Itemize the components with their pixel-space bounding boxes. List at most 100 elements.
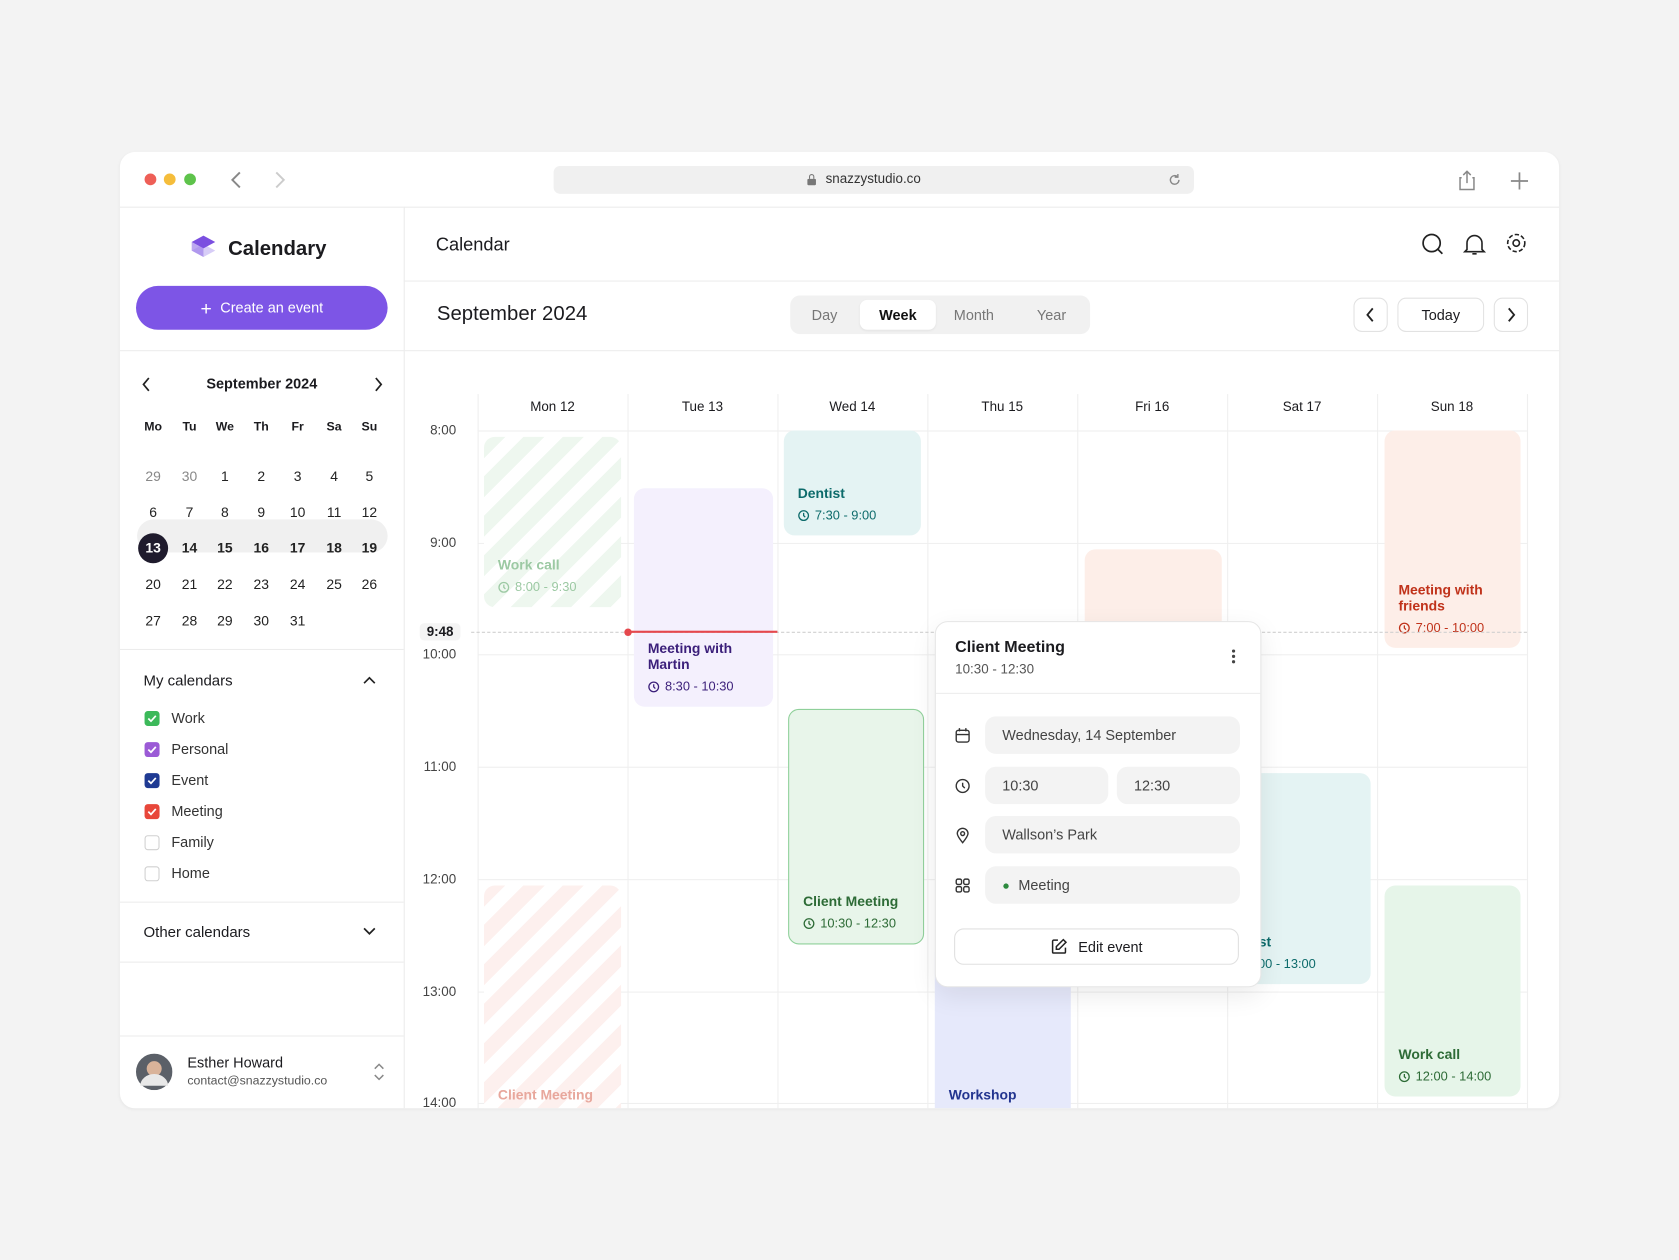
event[interactable]: Meeting with friends 7:00 - 10:00: [1384, 430, 1521, 648]
event-time: 8:00 - 9:30: [498, 579, 576, 594]
checkbox[interactable]: [144, 804, 160, 820]
grid-vline: [627, 394, 629, 1109]
start-field[interactable]: 10:30: [985, 766, 1109, 805]
day[interactable]: 31: [289, 612, 306, 629]
weekday: Fr: [291, 420, 304, 434]
day-header: Thu 15: [981, 399, 1024, 415]
day[interactable]: 29: [217, 612, 233, 629]
max-dot[interactable]: [184, 173, 196, 186]
category-field[interactable]: Meeting: [985, 866, 1240, 904]
day[interactable]: 6: [149, 504, 157, 521]
header-icons[interactable]: [1421, 232, 1539, 256]
grid-vline: [1526, 394, 1529, 1109]
expand[interactable]: [362, 926, 377, 937]
day[interactable]: 24: [289, 576, 306, 593]
checkbox[interactable]: [144, 835, 160, 851]
week-grid: Mon 12 Tue 13 Wed 14 Thu 15 Fri 16 Sat 17 Sun …: [120, 152, 1559, 1109]
event-time: 10:30 - 12:30: [803, 916, 896, 931]
day[interactable]: 19: [361, 540, 378, 557]
day[interactable]: 20: [145, 576, 161, 593]
close-dot[interactable]: [144, 173, 157, 186]
user-name: Esther Howard: [187, 1054, 284, 1071]
day[interactable]: 17: [289, 540, 306, 557]
day[interactable]: 30: [181, 467, 198, 485]
user-menu[interactable]: [373, 1062, 386, 1081]
day[interactable]: 18: [326, 540, 342, 557]
checkbox[interactable]: [144, 866, 160, 882]
event[interactable]: Work call 12:00 - 14:00: [1384, 885, 1521, 1097]
hour-label: 12:00: [422, 871, 457, 887]
event[interactable]: Dentist 7:30 - 9:00: [783, 430, 921, 536]
mini-nav[interactable]: [139, 376, 385, 393]
day[interactable]: 10: [289, 504, 306, 521]
day[interactable]: 22: [217, 576, 233, 593]
day[interactable]: 12: [361, 504, 378, 521]
view-tabs: Day Week Month Year: [790, 295, 1091, 335]
day[interactable]: 9: [257, 504, 266, 521]
day[interactable]: 27: [145, 612, 161, 629]
day[interactable]: 30: [253, 612, 270, 629]
time-text: 7:30 - 9:00: [814, 507, 877, 523]
event-title: Work call: [497, 556, 560, 573]
location-field[interactable]: Wallson’s Park: [985, 815, 1240, 854]
checkbox[interactable]: [144, 711, 160, 727]
view-tab[interactable]: Week: [859, 299, 936, 330]
clock-icon: [648, 680, 660, 692]
collapse[interactable]: [362, 675, 377, 686]
browser-actions[interactable]: [1458, 170, 1533, 191]
min-dot[interactable]: [163, 173, 176, 186]
day[interactable]: 29: [145, 467, 161, 485]
hour-label: 13:00: [422, 983, 457, 999]
event[interactable]: Work call 8:00 - 9:30: [484, 436, 622, 608]
now-line: [627, 631, 778, 634]
day[interactable]: 7: [185, 504, 194, 521]
divider: [935, 692, 1261, 694]
create-button[interactable]: + Create an event: [135, 285, 388, 330]
hour-label: 10:00: [422, 647, 457, 663]
event[interactable]: Client Meeting9:00 - 11:30: [484, 885, 622, 1109]
now-dot: [624, 628, 632, 637]
nav-arrows[interactable]: [227, 170, 291, 189]
day[interactable]: 28: [181, 612, 198, 629]
address-bar[interactable]: snazzystudio.co: [553, 165, 1194, 194]
day[interactable]: 2: [257, 467, 266, 485]
events-area: Work call 8:00 - 9:30 Meeting with Martin 8…: [120, 430, 1559, 1109]
day[interactable]: 26: [361, 576, 378, 593]
day[interactable]: 11: [326, 504, 342, 521]
day-header: Sat 17: [1282, 399, 1322, 415]
view-tab[interactable]: Year: [1036, 306, 1067, 323]
grid-vline: [1377, 394, 1379, 1109]
checkbox[interactable]: [144, 773, 160, 789]
day[interactable]: 23: [253, 576, 270, 593]
hour-label: 8:00: [430, 422, 457, 438]
prev-button[interactable]: [1353, 297, 1388, 332]
day[interactable]: 15: [217, 540, 233, 557]
day[interactable]: 4: [330, 467, 338, 485]
checkbox[interactable]: [144, 742, 160, 758]
edit-button[interactable]: Edit event: [954, 928, 1239, 965]
day[interactable]: 25: [326, 576, 342, 593]
day-header: Wed 14: [829, 399, 876, 415]
day[interactable]: 13: [145, 540, 161, 557]
day[interactable]: 14: [181, 540, 198, 557]
day[interactable]: 1: [220, 467, 229, 485]
event[interactable]: Client Meeting 10:30 - 12:30: [788, 708, 925, 945]
day[interactable]: 5: [365, 467, 374, 485]
date-field[interactable]: Wednesday, 14 September: [985, 716, 1240, 754]
view-tab[interactable]: Day: [811, 306, 838, 323]
day[interactable]: 21: [181, 576, 198, 593]
next-button[interactable]: [1493, 297, 1529, 332]
more-button[interactable]: [1230, 648, 1245, 665]
other-calendars[interactable]: Other calendars: [143, 923, 251, 941]
browser-window: snazzystudio.co Calendary + Create an eve…: [119, 152, 1560, 1109]
end-field[interactable]: 12:30: [1116, 766, 1240, 805]
day[interactable]: 16: [253, 540, 270, 557]
day[interactable]: 8: [220, 504, 229, 521]
page-title: Calendar: [435, 234, 510, 255]
today-button[interactable]: Today: [1397, 297, 1485, 332]
event[interactable]: Meeting with Martin 8:30 - 10:30: [633, 488, 774, 707]
view-tab[interactable]: Month: [953, 306, 994, 323]
event-time: 8:30 - 10:30: [648, 679, 734, 694]
clock-icon: [803, 917, 815, 929]
day[interactable]: 3: [293, 467, 302, 485]
